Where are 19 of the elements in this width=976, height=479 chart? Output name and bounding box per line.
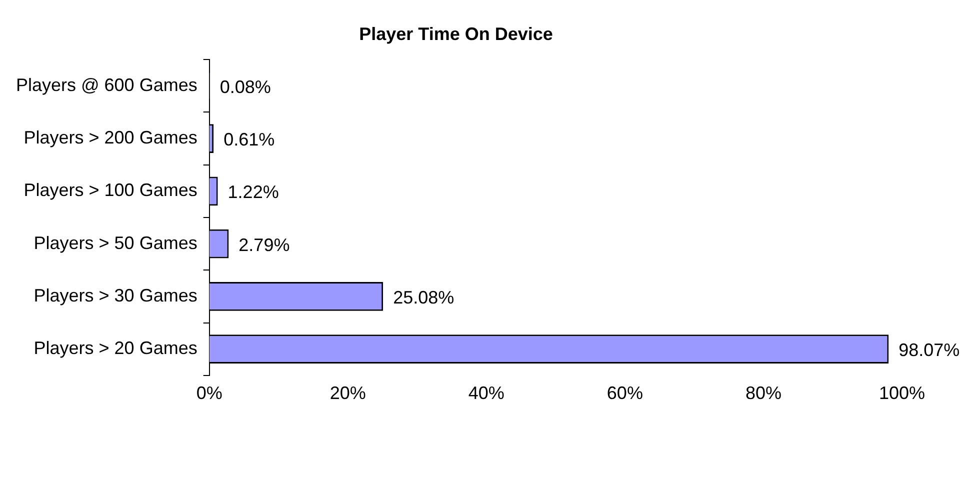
x-tick-label: 20%: [330, 383, 366, 404]
data-label: 0.08%: [220, 76, 271, 97]
data-label: 2.79%: [238, 234, 290, 255]
x-tick-label: 100%: [878, 383, 926, 404]
x-tick-label: 60%: [606, 383, 643, 404]
y-tick-label: Players > 20 Games: [34, 338, 198, 358]
data-label: 0.61%: [224, 130, 275, 150]
x-tick-label: 80%: [745, 383, 782, 404]
data-label: 1.22%: [228, 182, 279, 202]
y-tick-label: Players > 100 Games: [24, 180, 198, 200]
y-tick-label: Players > 30 Games: [34, 285, 198, 306]
y-tick-label: Players > 200 Games: [24, 128, 198, 148]
chart-title: Player Time On Device: [359, 24, 553, 44]
y-tick-label: Players @ 600 Games: [16, 74, 198, 95]
data-label: 98.07%: [898, 340, 960, 360]
data-label: 25.08%: [393, 287, 454, 308]
x-tick-label: 0%: [196, 383, 222, 404]
y-tick-label: Players > 50 Games: [34, 232, 198, 253]
x-tick-label: 40%: [468, 383, 504, 404]
